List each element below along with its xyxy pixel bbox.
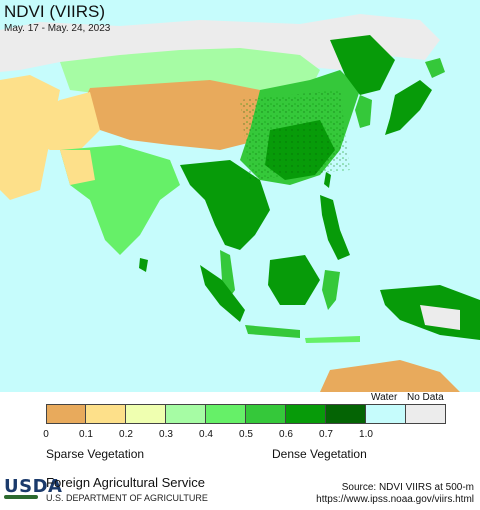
ndvi-map: NDVI (VIIRS) May. 17 - May. 24, 2023 xyxy=(0,0,480,392)
legend-tick-label: 0.4 xyxy=(199,429,213,440)
korea xyxy=(355,95,372,128)
map-title: NDVI (VIIRS) xyxy=(4,2,106,21)
desert-plateau xyxy=(80,80,280,150)
source-url: https://www.ipss.noaa.gov/viirs.html xyxy=(316,494,474,505)
agency-name: Foreign Agricultural Service xyxy=(46,475,205,490)
legend-swatch xyxy=(126,404,166,424)
sparse-vegetation-label: Sparse Vegetation xyxy=(46,447,145,461)
legend-tick-label: 0.6 xyxy=(279,429,293,440)
legend-tick-label: 1.0 xyxy=(359,429,373,440)
southeast-asia xyxy=(180,160,270,250)
legend-swatch xyxy=(206,404,246,424)
legend-tick-label: 0.5 xyxy=(239,429,253,440)
sri-lanka xyxy=(139,258,148,272)
footer: USDA Foreign Agricultural Service U.S. D… xyxy=(0,470,480,510)
legend-swatch xyxy=(166,404,206,424)
australia-north xyxy=(320,360,460,392)
taiwan xyxy=(324,172,331,188)
legend-swatch xyxy=(46,404,86,424)
dense-vegetation-label: Dense Vegetation xyxy=(272,447,367,461)
legend-swatch xyxy=(246,404,286,424)
usda-logo-wave xyxy=(4,495,38,499)
india-northwest xyxy=(60,150,95,185)
usda-logo-text: USDA xyxy=(4,476,63,497)
usda-logo: USDA xyxy=(4,476,62,499)
department-name: U.S. DEPARTMENT OF AGRICULTURE xyxy=(46,493,208,503)
map-title-block: NDVI (VIIRS) May. 17 - May. 24, 2023 xyxy=(4,2,110,34)
map-canvas xyxy=(0,14,480,392)
central-asia-steppe xyxy=(60,48,320,96)
sumatra xyxy=(200,265,245,322)
data-source: Source: NDVI VIIRS at 500-m xyxy=(341,482,474,493)
water-label: Water xyxy=(371,392,398,403)
nusa-tenggara xyxy=(305,336,360,343)
philippines xyxy=(320,195,350,260)
legend-swatch xyxy=(406,404,446,424)
legend-tick-label: 0.2 xyxy=(119,429,133,440)
legend-swatch xyxy=(86,404,126,424)
borneo xyxy=(268,255,320,305)
west-asia xyxy=(0,75,60,200)
legend-tick-label: 0 xyxy=(43,429,49,440)
map-texture xyxy=(240,90,350,180)
japan xyxy=(385,80,432,135)
papua-nodata xyxy=(420,305,460,330)
ndvi-legend: Water No Data 0 0.1 0.2 0.3 0.4 0.5 0.6 0.7 1.0 … xyxy=(0,392,480,464)
sulawesi xyxy=(322,270,340,310)
malay-peninsula xyxy=(220,250,235,300)
legend-swatch xyxy=(326,404,366,424)
legend-tick-label: 0.1 xyxy=(79,429,93,440)
northeast-asia xyxy=(330,35,395,95)
java xyxy=(245,325,300,338)
map-date-range: May. 17 - May. 24, 2023 xyxy=(4,23,111,34)
legend-tick-label: 0.3 xyxy=(159,429,173,440)
no-data-label: No Data xyxy=(407,392,444,403)
legend-swatch xyxy=(286,404,326,424)
hokkaido xyxy=(425,58,445,78)
legend-tick-label: 0.7 xyxy=(319,429,333,440)
legend-swatch xyxy=(366,404,406,424)
